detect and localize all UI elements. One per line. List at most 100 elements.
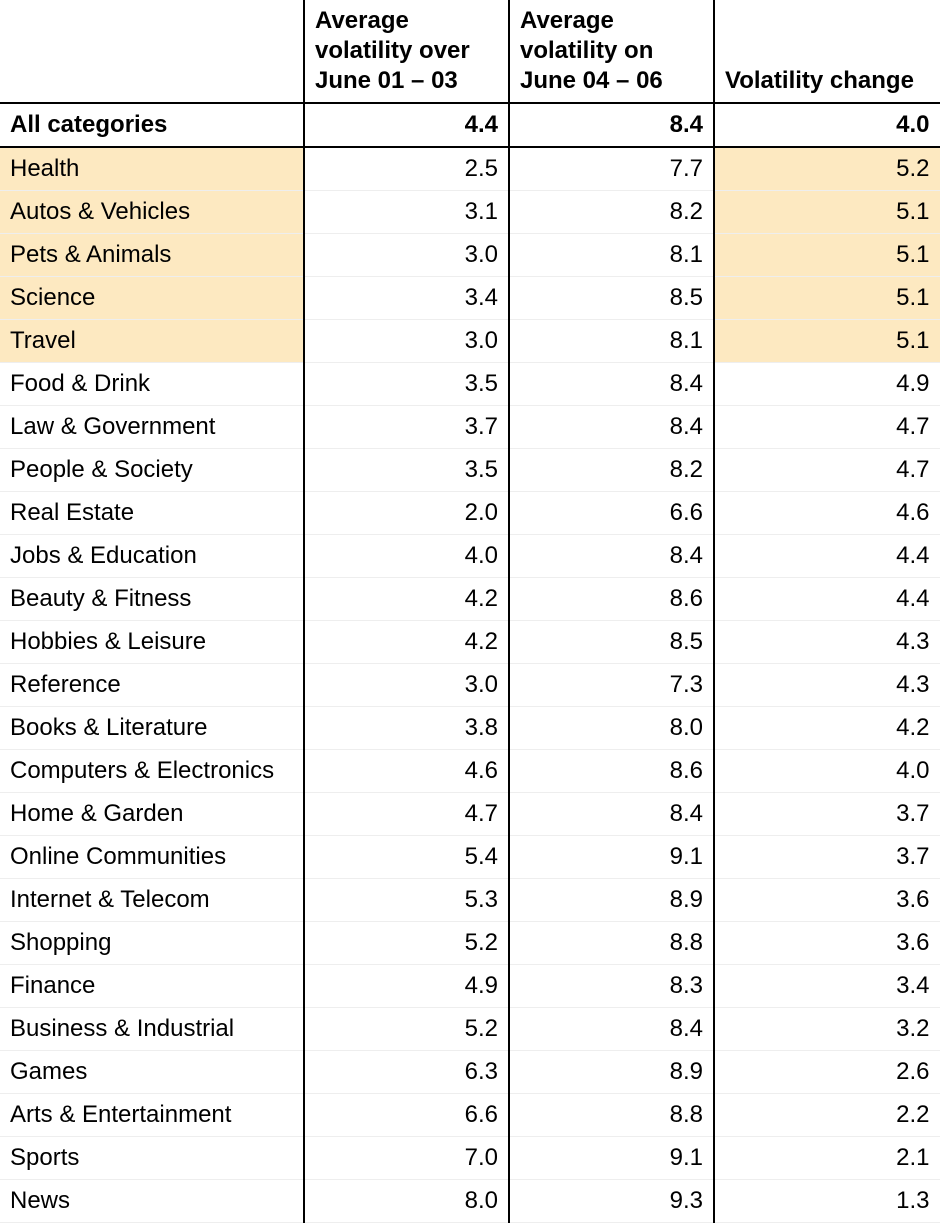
cell-vol-before: 6.3: [304, 1051, 509, 1094]
cell-vol-after: 8.4: [509, 793, 714, 836]
cell-vol-after: 8.2: [509, 191, 714, 234]
cell-vol-before: 4.4: [304, 103, 509, 147]
col-header-category: [0, 0, 304, 103]
cell-vol-change: 2.2: [714, 1094, 940, 1137]
cell-vol-change: 5.1: [714, 191, 940, 234]
cell-vol-after: 8.0: [509, 707, 714, 750]
cell-category: Jobs & Education: [0, 535, 304, 578]
cell-vol-before: 4.6: [304, 750, 509, 793]
cell-category: Real Estate: [0, 492, 304, 535]
cell-category: Online Communities: [0, 836, 304, 879]
cell-vol-after: 9.3: [509, 1180, 714, 1223]
cell-vol-change: 4.7: [714, 449, 940, 492]
table-row-all-categories: All categories 4.4 8.4 4.0: [0, 103, 940, 147]
table-row: Science3.48.55.1: [0, 277, 940, 320]
table-row: Shopping5.28.83.6: [0, 922, 940, 965]
col-header-vol-before: Average volatility over June 01 – 03: [304, 0, 509, 103]
cell-vol-after: 6.6: [509, 492, 714, 535]
cell-vol-before: 8.0: [304, 1180, 509, 1223]
cell-vol-after: 9.1: [509, 836, 714, 879]
cell-vol-change: 4.4: [714, 535, 940, 578]
cell-category: Health: [0, 147, 304, 191]
cell-vol-change: 3.4: [714, 965, 940, 1008]
table-row: Real Estate2.06.64.6: [0, 492, 940, 535]
cell-vol-after: 8.9: [509, 1051, 714, 1094]
cell-category: Internet & Telecom: [0, 879, 304, 922]
table-row: Jobs & Education4.08.44.4: [0, 535, 940, 578]
cell-vol-after: 8.4: [509, 103, 714, 147]
cell-vol-after: 8.6: [509, 578, 714, 621]
cell-category: Shopping: [0, 922, 304, 965]
cell-vol-change: 4.0: [714, 103, 940, 147]
cell-vol-before: 5.2: [304, 922, 509, 965]
cell-vol-change: 4.4: [714, 578, 940, 621]
cell-category: People & Society: [0, 449, 304, 492]
cell-vol-change: 4.2: [714, 707, 940, 750]
table-row: Autos & Vehicles3.18.25.1: [0, 191, 940, 234]
cell-vol-change: 4.0: [714, 750, 940, 793]
cell-vol-before: 5.4: [304, 836, 509, 879]
col-header-vol-after: Average volatility on June 04 – 06: [509, 0, 714, 103]
cell-vol-after: 8.5: [509, 277, 714, 320]
table-header-row: Average volatility over June 01 – 03 Ave…: [0, 0, 940, 103]
cell-vol-change: 2.1: [714, 1137, 940, 1180]
cell-vol-change: 4.3: [714, 664, 940, 707]
cell-vol-before: 3.0: [304, 320, 509, 363]
cell-category: Law & Government: [0, 406, 304, 449]
cell-vol-after: 8.5: [509, 621, 714, 664]
cell-vol-change: 4.3: [714, 621, 940, 664]
table-row: Pets & Animals3.08.15.1: [0, 234, 940, 277]
cell-vol-before: 6.6: [304, 1094, 509, 1137]
cell-category: Autos & Vehicles: [0, 191, 304, 234]
cell-category: Science: [0, 277, 304, 320]
table-row: Hobbies & Leisure4.28.54.3: [0, 621, 940, 664]
table-row: Games6.38.92.6: [0, 1051, 940, 1094]
col-header-vol-change: Volatility change: [714, 0, 940, 103]
cell-vol-change: 1.3: [714, 1180, 940, 1223]
cell-vol-change: 3.7: [714, 793, 940, 836]
cell-vol-after: 8.8: [509, 1094, 714, 1137]
cell-category: Reference: [0, 664, 304, 707]
cell-vol-after: 8.3: [509, 965, 714, 1008]
table-row: Computers & Electronics4.68.64.0: [0, 750, 940, 793]
cell-vol-before: 3.4: [304, 277, 509, 320]
table-row: Travel3.08.15.1: [0, 320, 940, 363]
volatility-table: Average volatility over June 01 – 03 Ave…: [0, 0, 940, 1223]
cell-vol-after: 8.4: [509, 363, 714, 406]
cell-vol-before: 3.5: [304, 449, 509, 492]
cell-vol-before: 3.8: [304, 707, 509, 750]
cell-vol-after: 9.1: [509, 1137, 714, 1180]
cell-category: Sports: [0, 1137, 304, 1180]
cell-category: All categories: [0, 103, 304, 147]
cell-vol-after: 8.2: [509, 449, 714, 492]
cell-vol-change: 4.9: [714, 363, 940, 406]
cell-vol-change: 5.1: [714, 234, 940, 277]
cell-vol-after: 8.4: [509, 1008, 714, 1051]
cell-category: Travel: [0, 320, 304, 363]
table-row: People & Society3.58.24.7: [0, 449, 940, 492]
cell-category: Business & Industrial: [0, 1008, 304, 1051]
table-row: Sports7.09.12.1: [0, 1137, 940, 1180]
table-row: Arts & Entertainment6.68.82.2: [0, 1094, 940, 1137]
cell-vol-after: 8.9: [509, 879, 714, 922]
cell-vol-before: 4.0: [304, 535, 509, 578]
cell-vol-before: 5.3: [304, 879, 509, 922]
cell-vol-before: 3.5: [304, 363, 509, 406]
cell-category: Home & Garden: [0, 793, 304, 836]
cell-vol-after: 8.4: [509, 535, 714, 578]
table-row: Online Communities5.49.13.7: [0, 836, 940, 879]
cell-category: Finance: [0, 965, 304, 1008]
cell-vol-change: 2.6: [714, 1051, 940, 1094]
cell-vol-change: 5.1: [714, 277, 940, 320]
table-row: Law & Government3.78.44.7: [0, 406, 940, 449]
cell-category: Computers & Electronics: [0, 750, 304, 793]
cell-vol-change: 3.7: [714, 836, 940, 879]
table-row: Health2.57.75.2: [0, 147, 940, 191]
cell-vol-after: 7.7: [509, 147, 714, 191]
cell-vol-change: 3.6: [714, 922, 940, 965]
cell-vol-after: 8.1: [509, 234, 714, 277]
cell-vol-after: 8.4: [509, 406, 714, 449]
cell-vol-after: 8.1: [509, 320, 714, 363]
table-row: Reference3.07.34.3: [0, 664, 940, 707]
table-row: Beauty & Fitness4.28.64.4: [0, 578, 940, 621]
